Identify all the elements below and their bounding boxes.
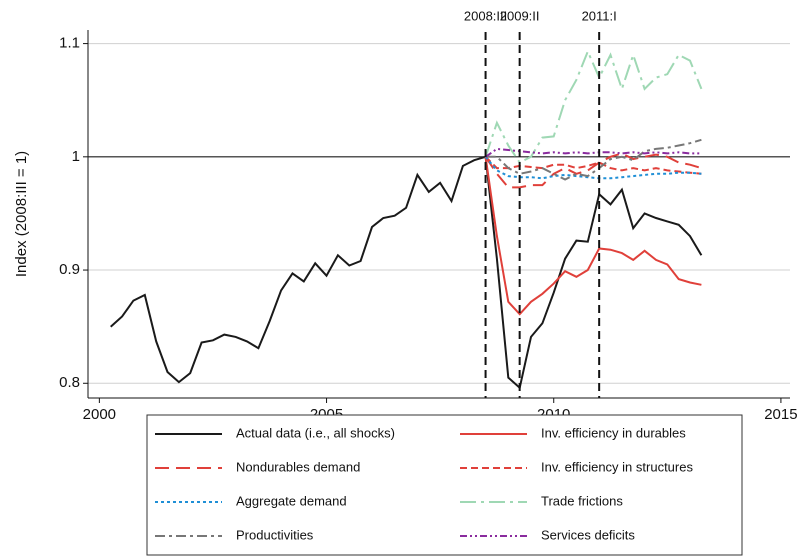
legend-label: Inv. efficiency in structures — [541, 459, 693, 474]
legend-label: Productivities — [236, 527, 314, 542]
legend-label: Aggregate demand — [236, 493, 347, 508]
series-line — [485, 147, 702, 158]
legend-box — [146, 414, 743, 556]
y-axis-label: Index (2008:III = 1) — [13, 151, 30, 277]
series-line — [484, 156, 702, 316]
legend-label: Services deficits — [541, 527, 635, 542]
y-tick-label: 1 — [72, 148, 80, 165]
series-line — [110, 155, 703, 390]
series-line — [485, 138, 702, 181]
y-tick-label: 0.8 — [59, 374, 80, 391]
legend-label: Actual data (i.e., all shocks) — [236, 425, 395, 440]
event-label: 2008:III — [464, 8, 507, 23]
series-line — [484, 156, 702, 180]
series-line — [484, 152, 702, 189]
legend-label: Inv. efficiency in durables — [541, 425, 686, 440]
legend-label: Trade frictions — [541, 493, 623, 508]
x-tick-label: 2015 — [764, 406, 797, 423]
legend-label: Nondurables demand — [236, 459, 360, 474]
series-line — [484, 48, 703, 164]
event-label: 2011:I — [582, 8, 617, 23]
y-tick-label: 0.9 — [59, 261, 80, 278]
y-tick-label: 1.1 — [59, 35, 80, 52]
series-line — [484, 156, 702, 175]
event-label: 2009:II — [500, 8, 540, 23]
x-tick-label: 2000 — [83, 406, 116, 423]
